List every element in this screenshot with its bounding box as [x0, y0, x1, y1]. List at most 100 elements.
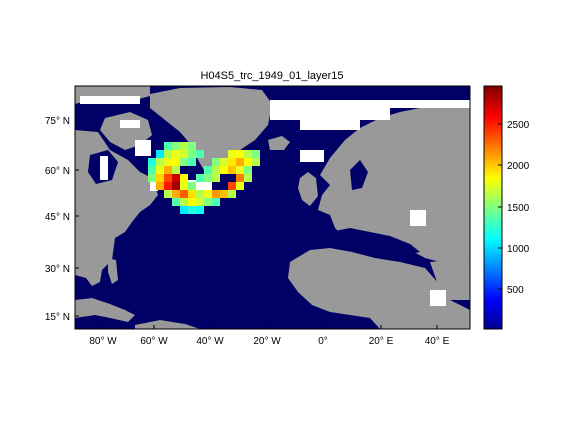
heatmap-cell — [196, 198, 204, 206]
heatmap-cell — [204, 166, 212, 174]
colorbar: 500 1000 1500 2000 2500 — [483, 85, 530, 330]
heatmap-cell — [156, 182, 164, 190]
heatmap-cell — [236, 150, 244, 158]
heatmap-cell — [156, 166, 164, 174]
heatmap-cell — [148, 174, 156, 182]
heatmap-cell — [180, 174, 188, 182]
heatmap-cell — [156, 174, 164, 182]
heatmap-cell — [188, 190, 196, 198]
chart-title: H04S5_trc_1949_01_layer15 — [200, 70, 343, 82]
heatmap-cell — [196, 150, 204, 158]
heatmap-cell — [228, 150, 236, 158]
heatmap-cell — [204, 198, 212, 206]
heatmap-cell — [188, 150, 196, 158]
heatmap-cell — [156, 150, 164, 158]
heatmap-cell — [156, 158, 164, 166]
heatmap-cell — [172, 166, 180, 174]
heatmap-cell — [172, 142, 180, 150]
heatmap-cell — [180, 182, 188, 190]
heatmap-cell — [212, 174, 220, 182]
heatmap-cell — [252, 158, 260, 166]
y-axis: 15° N 30° N 45° N 60° N 75° N — [45, 116, 79, 323]
heatmap-cell — [164, 174, 172, 182]
colorbar-tick-label: 1000 — [507, 244, 530, 255]
heatmap-cell — [220, 190, 228, 198]
iceland — [268, 136, 290, 150]
south-america-landmass — [135, 320, 200, 329]
x-tick-label: 20° W — [253, 336, 281, 347]
x-axis: 80° W 60° W 40° W 20° W 0° 20° E 40° E — [89, 325, 450, 347]
heatmap-cell — [212, 166, 220, 174]
heatmap-cell — [244, 158, 252, 166]
colorbar-tick-label: 2000 — [507, 161, 530, 172]
heatmap-cell — [164, 166, 172, 174]
x-tick-label: 0° — [318, 336, 328, 347]
heatmap-cell — [196, 190, 204, 198]
heatmap-cell — [180, 198, 188, 206]
eurasia-landmass — [318, 100, 470, 262]
x-tick-label: 60° W — [140, 336, 168, 347]
heatmap-cell — [164, 182, 172, 190]
x-tick-label: 80° W — [89, 336, 117, 347]
heatmap-cell — [188, 198, 196, 206]
heatmap-cell — [204, 174, 212, 182]
heatmap-cell — [172, 158, 180, 166]
map-frame — [74, 85, 471, 330]
colorbar-tick-label: 500 — [507, 285, 524, 296]
florida — [108, 258, 118, 284]
x-tick-label: 40° W — [196, 336, 224, 347]
heatmap-cell — [180, 142, 188, 150]
heatmap-cell — [236, 174, 244, 182]
heatmap-cell — [228, 190, 236, 198]
heatmap-cell — [148, 158, 156, 166]
heatmap-cell — [188, 206, 196, 214]
heatmap-cell — [236, 166, 244, 174]
heatmap-cell — [164, 190, 172, 198]
map-plot-area — [75, 86, 470, 329]
heatmap-cell — [212, 198, 220, 206]
heatmap-cell — [220, 158, 228, 166]
heatmap-cell — [188, 182, 196, 190]
tracer-heatmap — [148, 142, 260, 214]
heatmap-cell — [228, 158, 236, 166]
heatmap-cell — [252, 150, 260, 158]
heatmap-cell — [148, 166, 156, 174]
heatmap-cell — [244, 166, 252, 174]
heatmap-cell — [172, 174, 180, 182]
heatmap-cell — [196, 206, 204, 214]
greenland-landmass — [150, 87, 272, 172]
africa-landmass — [288, 248, 470, 329]
arabian-peninsula — [430, 258, 470, 300]
heatmap-cell — [212, 190, 220, 198]
heatmap-cell — [172, 198, 180, 206]
y-tick-label: 60° N — [45, 166, 70, 177]
baltic-sea — [350, 160, 368, 190]
heatmap-cell — [228, 166, 236, 174]
heatmap-cell — [180, 158, 188, 166]
heatmap-cell — [164, 142, 172, 150]
y-tick-label: 75° N — [45, 116, 70, 127]
heatmap-cell — [236, 182, 244, 190]
heatmap-cell — [244, 174, 252, 182]
mediterranean-sea — [330, 228, 420, 256]
heatmap-cell — [220, 166, 228, 174]
y-tick-label: 45° N — [45, 212, 70, 223]
x-tick-label: 20° E — [369, 336, 394, 347]
heatmap-cell — [188, 142, 196, 150]
heatmap-cell — [244, 150, 252, 158]
heatmap-cell — [172, 190, 180, 198]
heatmap-cell — [180, 150, 188, 158]
y-tick-label: 15° N — [45, 312, 70, 323]
heatmap-cell — [180, 190, 188, 198]
heatmap-cell — [164, 150, 172, 158]
heatmap-cell — [204, 190, 212, 198]
heatmap-cell — [180, 206, 188, 214]
colorbar-tick-label: 2500 — [507, 120, 530, 131]
heatmap-cell — [212, 158, 220, 166]
x-tick-label: 40° E — [425, 336, 450, 347]
british-isles — [298, 172, 318, 206]
heatmap-cell — [236, 158, 244, 166]
heatmap-cell — [172, 150, 180, 158]
y-tick-label: 30° N — [45, 264, 70, 275]
